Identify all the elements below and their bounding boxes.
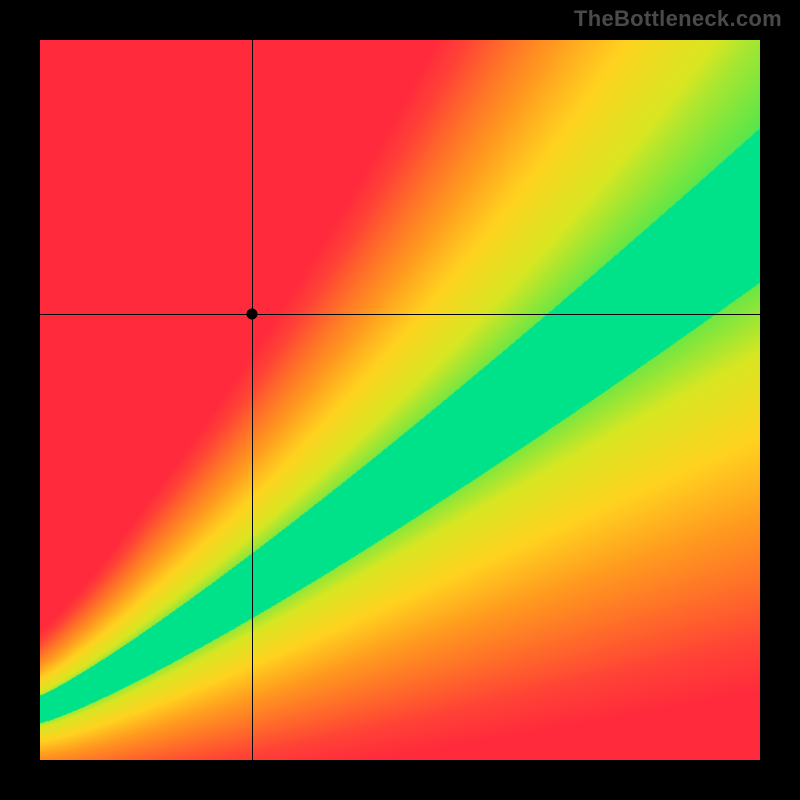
plot-area — [40, 40, 760, 760]
chart-container: TheBottleneck.com — [0, 0, 800, 800]
crosshair-vertical — [252, 40, 253, 760]
heatmap-canvas — [40, 40, 760, 760]
attribution-text: TheBottleneck.com — [574, 6, 782, 32]
crosshair-horizontal — [40, 314, 760, 315]
crosshair-marker — [247, 308, 258, 319]
